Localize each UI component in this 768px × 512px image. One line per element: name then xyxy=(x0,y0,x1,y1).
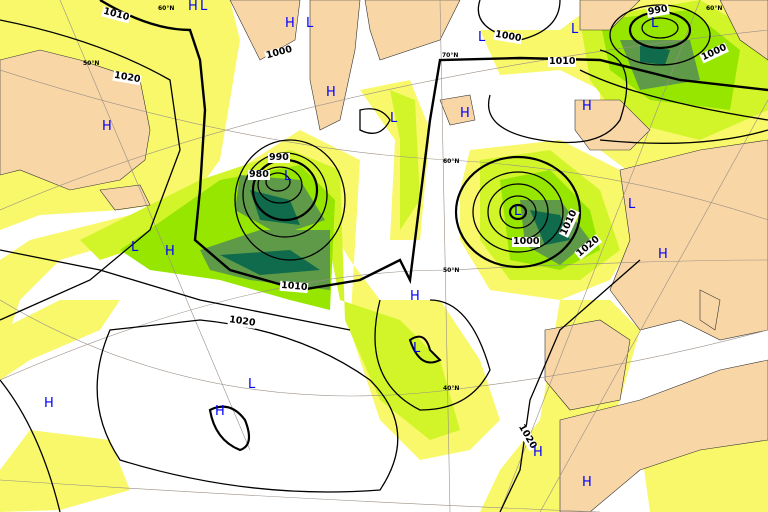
high-pressure-marker: H xyxy=(582,99,592,114)
low-pressure-marker: L xyxy=(131,240,139,255)
latitude-label: 60°N xyxy=(706,5,723,12)
high-pressure-marker: H xyxy=(582,475,592,490)
latitude-label: 40°N xyxy=(443,385,460,392)
high-pressure-marker: H xyxy=(165,244,175,259)
latitude-label: 50°N xyxy=(443,267,460,274)
high-pressure-marker: H xyxy=(285,16,295,31)
low-pressure-marker: L xyxy=(200,0,208,14)
low-pressure-marker: L xyxy=(306,16,314,31)
high-pressure-marker: H xyxy=(460,106,470,121)
low-pressure-marker: L xyxy=(628,197,636,212)
latitude-label: 50°N xyxy=(83,60,100,67)
high-pressure-marker: H xyxy=(410,289,420,304)
isobar-label: 980 xyxy=(248,169,270,180)
latitude-label: 70°N xyxy=(442,52,459,59)
low-pressure-marker: L xyxy=(651,16,659,31)
high-pressure-marker: H xyxy=(215,404,225,419)
isobar-label: 1010 xyxy=(279,279,309,294)
low-pressure-marker: L xyxy=(413,341,421,356)
latitude-label: 60°N xyxy=(443,158,460,165)
low-pressure-marker: L xyxy=(571,22,579,37)
high-pressure-marker: H xyxy=(102,119,112,134)
high-pressure-marker: H xyxy=(533,445,543,460)
low-pressure-marker: L xyxy=(514,204,522,219)
isobar-label: 1000 xyxy=(512,236,541,247)
isobar-label: 990 xyxy=(268,152,290,163)
low-pressure-marker: L xyxy=(390,111,398,126)
high-pressure-marker: H xyxy=(326,85,336,100)
high-pressure-marker: H xyxy=(188,0,198,14)
low-pressure-marker: L xyxy=(284,169,292,184)
precip-extreme-areas xyxy=(220,45,670,275)
low-pressure-marker: L xyxy=(478,30,486,45)
isobar-label: 1010 xyxy=(548,56,577,67)
latitude-label: 60°N xyxy=(158,5,175,12)
high-pressure-marker: H xyxy=(44,396,54,411)
high-pressure-marker: H xyxy=(658,247,668,262)
low-pressure-marker: L xyxy=(248,377,256,392)
